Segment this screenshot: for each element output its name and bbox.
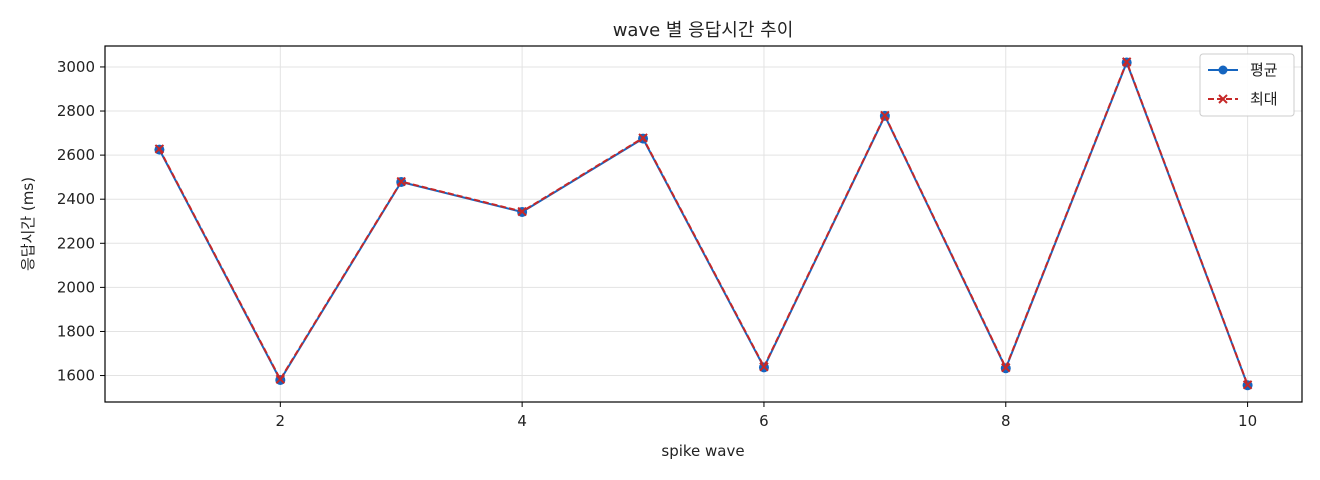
x-tick-label: 8 bbox=[1001, 412, 1011, 430]
plot-area-border bbox=[104, 45, 1303, 403]
series-1-point bbox=[1121, 57, 1132, 67]
x-axis-label: spike wave bbox=[661, 442, 744, 460]
y-tick-label: 2000 bbox=[57, 278, 95, 296]
y-tick-label: 2600 bbox=[57, 146, 95, 164]
legend-label-max: 최대 bbox=[1250, 90, 1278, 108]
series-layer bbox=[154, 57, 1253, 391]
series-1-point bbox=[517, 206, 527, 217]
y-tick-label: 2200 bbox=[57, 234, 95, 252]
series-1-point bbox=[275, 374, 286, 385]
ticks: 2 4 6 8 10 1600 1800 2000 2200 2400 2600 2800 3000 bbox=[57, 58, 1257, 430]
series-1-point bbox=[759, 362, 769, 372]
series-1-point bbox=[1242, 380, 1253, 390]
series-1-point bbox=[880, 110, 890, 121]
grid bbox=[105, 46, 1302, 402]
legend-marker-max bbox=[1218, 94, 1228, 104]
y-tick-label: 1800 bbox=[57, 322, 95, 340]
series-1-point bbox=[1001, 362, 1011, 373]
legend-label-avg: 평균 bbox=[1250, 61, 1278, 79]
x-tick-label: 6 bbox=[759, 412, 769, 430]
legend-marker-avg bbox=[1218, 65, 1228, 75]
series-1-point bbox=[396, 176, 406, 187]
x-tick-label: 10 bbox=[1238, 412, 1257, 430]
x-tick-label: 2 bbox=[276, 412, 286, 430]
x-tick-label: 4 bbox=[517, 412, 527, 430]
y-tick-label: 2400 bbox=[57, 190, 95, 208]
series-1-point bbox=[154, 144, 165, 154]
y-axis-label: 응답시간 (ms) bbox=[19, 177, 37, 271]
legend-box bbox=[1199, 53, 1295, 117]
series-1-point bbox=[638, 133, 648, 143]
y-tick-label: 1600 bbox=[57, 367, 95, 385]
chart-title: wave 별 응답시간 추이 bbox=[613, 20, 794, 41]
y-tick-label: 2800 bbox=[57, 102, 95, 120]
series-line-1 bbox=[158, 60, 1249, 386]
legend: 평균 최대 bbox=[1199, 53, 1295, 117]
y-tick-label: 3000 bbox=[57, 58, 95, 76]
